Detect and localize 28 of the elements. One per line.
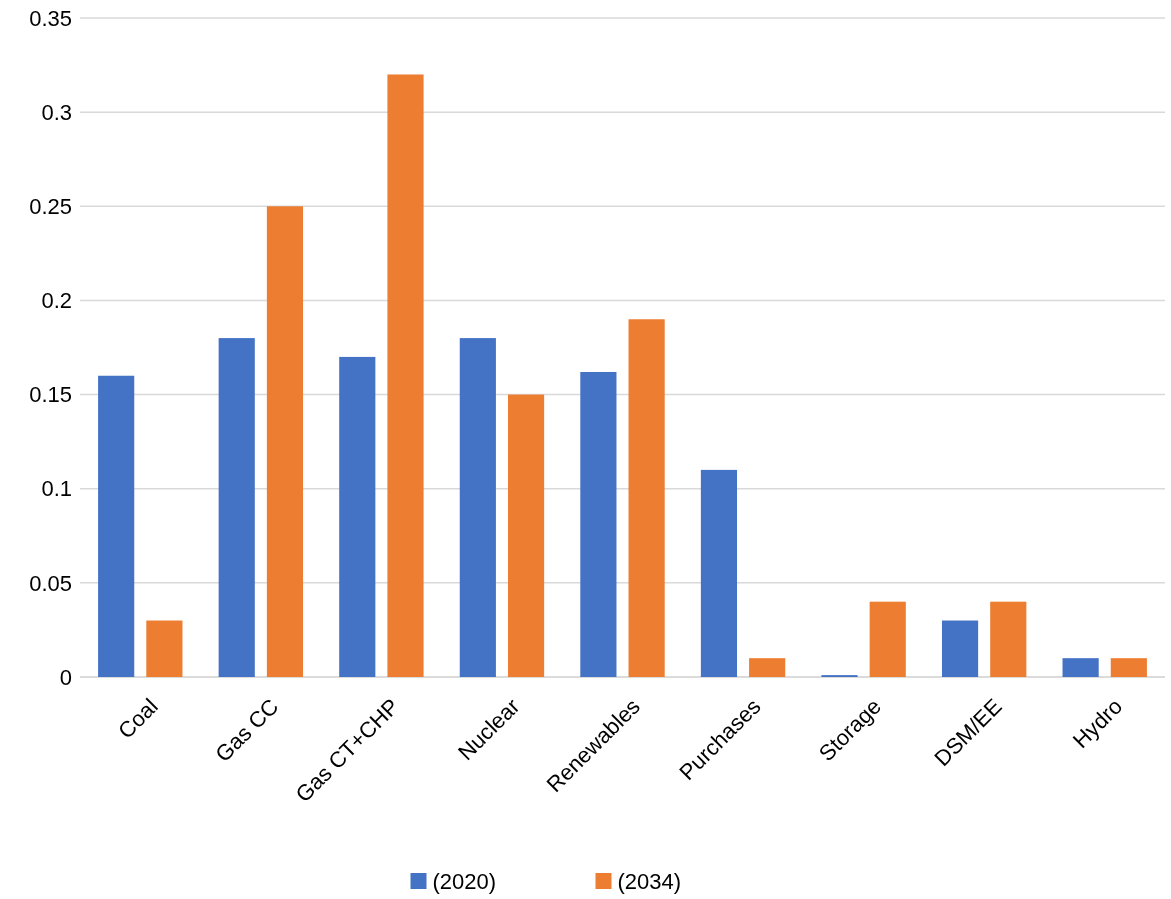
bar bbox=[459, 338, 496, 677]
legend-label: (2034) bbox=[617, 868, 682, 894]
y-tick-label: 0.1 bbox=[41, 476, 72, 502]
bar bbox=[700, 469, 738, 677]
bar bbox=[749, 658, 786, 677]
bar bbox=[869, 601, 906, 677]
bar bbox=[146, 620, 183, 677]
y-tick-label: 0 bbox=[59, 664, 72, 690]
y-tick-label: 0.25 bbox=[29, 193, 72, 219]
legend-label: (2020) bbox=[432, 868, 497, 894]
bar bbox=[628, 319, 665, 677]
bar bbox=[1062, 658, 1099, 677]
bar bbox=[387, 74, 424, 677]
bar bbox=[339, 356, 376, 677]
x-tick-label: Gas CC bbox=[210, 693, 284, 767]
bar bbox=[580, 371, 617, 677]
y-tick-label: 0.3 bbox=[41, 99, 72, 125]
bar bbox=[218, 338, 255, 677]
bar bbox=[507, 394, 545, 677]
bar bbox=[266, 206, 304, 677]
y-tick-label: 0.35 bbox=[29, 5, 72, 31]
y-tick-label: 0.05 bbox=[29, 570, 72, 596]
bar bbox=[990, 601, 1027, 677]
bar bbox=[1110, 658, 1147, 677]
y-tick-label: 0.15 bbox=[29, 382, 72, 408]
y-tick-label: 0.2 bbox=[41, 288, 72, 314]
bar bbox=[98, 375, 135, 677]
bar bbox=[941, 620, 979, 677]
